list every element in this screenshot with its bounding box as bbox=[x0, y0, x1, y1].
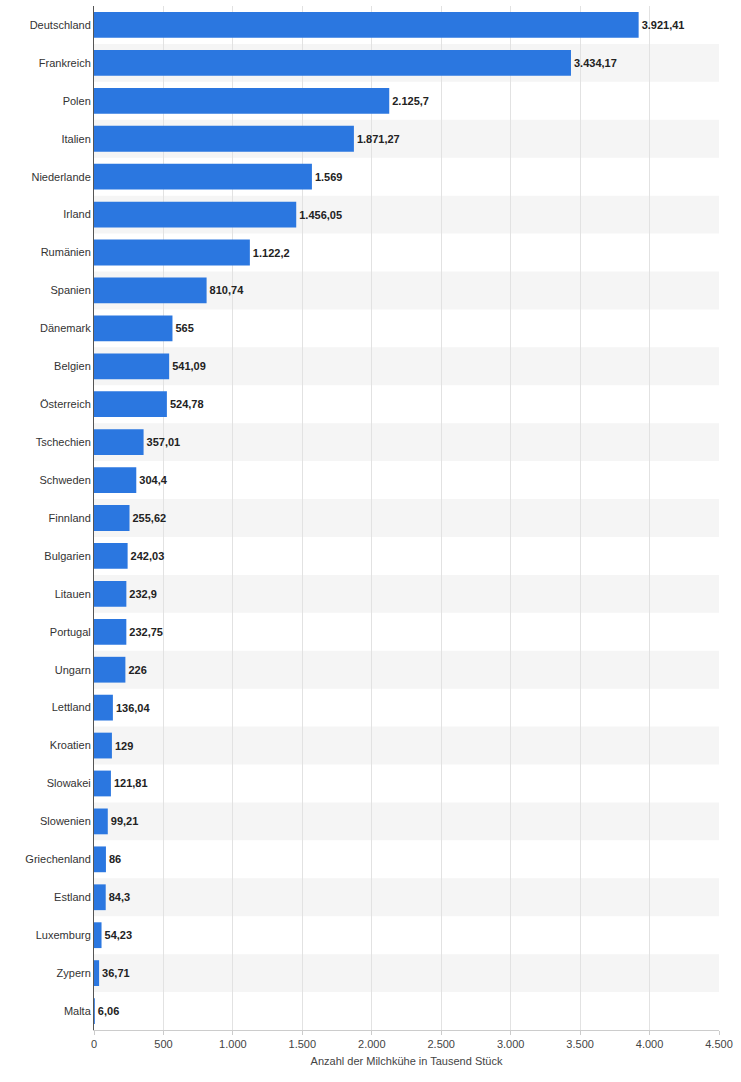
svg-text:Deutschland: Deutschland bbox=[30, 19, 91, 31]
svg-text:Bulgarien: Bulgarien bbox=[44, 550, 90, 562]
svg-text:Niederlande: Niederlande bbox=[31, 171, 90, 183]
svg-text:541,09: 541,09 bbox=[172, 360, 206, 372]
svg-text:Malta: Malta bbox=[64, 1005, 92, 1017]
svg-text:232,75: 232,75 bbox=[129, 626, 163, 638]
svg-text:3.000: 3.000 bbox=[497, 1038, 525, 1050]
svg-text:36,71: 36,71 bbox=[102, 967, 130, 979]
svg-text:84,3: 84,3 bbox=[109, 891, 130, 903]
svg-text:500: 500 bbox=[154, 1038, 172, 1050]
svg-text:242,03: 242,03 bbox=[131, 550, 165, 562]
svg-text:Spanien: Spanien bbox=[50, 284, 90, 296]
svg-text:4.500: 4.500 bbox=[705, 1038, 733, 1050]
svg-text:1.569: 1.569 bbox=[315, 171, 343, 183]
svg-text:Estland: Estland bbox=[54, 891, 91, 903]
svg-text:Frankreich: Frankreich bbox=[39, 57, 91, 69]
svg-text:0: 0 bbox=[91, 1038, 97, 1050]
svg-text:1.456,05: 1.456,05 bbox=[299, 209, 342, 221]
svg-text:304,4: 304,4 bbox=[139, 474, 167, 486]
svg-text:54,23: 54,23 bbox=[105, 929, 133, 941]
svg-text:Irland: Irland bbox=[63, 208, 91, 220]
svg-text:357,01: 357,01 bbox=[147, 436, 181, 448]
svg-text:1.122,2: 1.122,2 bbox=[253, 247, 290, 259]
svg-text:4.000: 4.000 bbox=[636, 1038, 664, 1050]
svg-text:1.871,27: 1.871,27 bbox=[357, 133, 400, 145]
svg-text:2.125,7: 2.125,7 bbox=[392, 95, 429, 107]
svg-text:121,81: 121,81 bbox=[114, 777, 148, 789]
svg-text:Dänemark: Dänemark bbox=[40, 322, 91, 334]
svg-text:3.500: 3.500 bbox=[566, 1038, 594, 1050]
svg-text:Portugal: Portugal bbox=[50, 626, 91, 638]
svg-text:Schweden: Schweden bbox=[39, 474, 90, 486]
svg-text:Slowenien: Slowenien bbox=[40, 815, 91, 827]
svg-text:2.000: 2.000 bbox=[358, 1038, 386, 1050]
svg-text:565: 565 bbox=[175, 322, 193, 334]
svg-text:Lettland: Lettland bbox=[52, 701, 91, 713]
svg-text:Slowakei: Slowakei bbox=[47, 777, 91, 789]
svg-text:99,21: 99,21 bbox=[111, 815, 139, 827]
svg-text:Italien: Italien bbox=[61, 133, 90, 145]
svg-text:255,62: 255,62 bbox=[133, 512, 167, 524]
svg-text:129: 129 bbox=[115, 740, 133, 752]
svg-text:2.500: 2.500 bbox=[427, 1038, 455, 1050]
svg-text:Kroatien: Kroatien bbox=[50, 739, 91, 751]
svg-text:Tschechien: Tschechien bbox=[36, 436, 91, 448]
svg-text:Finnland: Finnland bbox=[49, 512, 91, 524]
svg-text:810,74: 810,74 bbox=[210, 284, 245, 296]
svg-text:1.500: 1.500 bbox=[289, 1038, 317, 1050]
svg-text:524,78: 524,78 bbox=[170, 398, 204, 410]
svg-text:Luxemburg: Luxemburg bbox=[36, 929, 91, 941]
svg-text:1.000: 1.000 bbox=[219, 1038, 247, 1050]
svg-text:3.434,17: 3.434,17 bbox=[574, 57, 617, 69]
svg-text:3.921,41: 3.921,41 bbox=[642, 19, 685, 31]
svg-text:232,9: 232,9 bbox=[129, 588, 157, 600]
svg-text:226: 226 bbox=[128, 664, 146, 676]
svg-text:Ungarn: Ungarn bbox=[55, 664, 91, 676]
svg-text:Anzahl der Milchkühe in Tausen: Anzahl der Milchkühe in Tausend Stück bbox=[311, 1055, 503, 1067]
svg-text:Litauen: Litauen bbox=[55, 588, 91, 600]
svg-text:Rumänien: Rumänien bbox=[41, 246, 91, 258]
svg-text:Belgien: Belgien bbox=[54, 360, 91, 372]
svg-text:86: 86 bbox=[109, 853, 121, 865]
svg-text:Polen: Polen bbox=[63, 95, 91, 107]
svg-text:6,06: 6,06 bbox=[98, 1005, 119, 1017]
svg-text:Österreich: Österreich bbox=[40, 398, 91, 410]
svg-text:Griechenland: Griechenland bbox=[25, 853, 90, 865]
svg-text:Zypern: Zypern bbox=[57, 967, 91, 979]
svg-text:136,04: 136,04 bbox=[116, 702, 151, 714]
